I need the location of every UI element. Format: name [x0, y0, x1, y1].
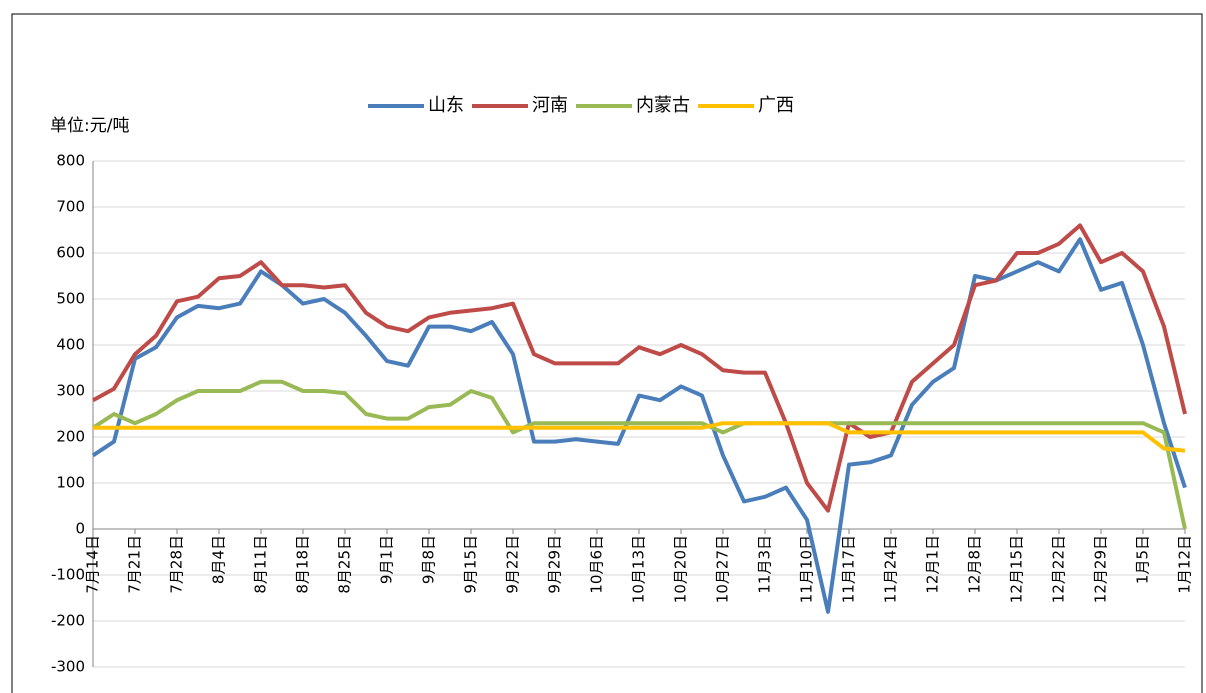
x-tick-label: 11月17日	[840, 535, 858, 603]
y-axis-label: 单位:元/吨	[50, 116, 129, 136]
x-tick-label: 9月1日	[378, 535, 396, 584]
x-tick-label: 12月1日	[924, 535, 942, 594]
x-tick-label: 12月22日	[1050, 535, 1068, 603]
legend-label: 河南	[532, 95, 568, 116]
chart-frame	[11, 13, 1203, 693]
x-tick-label: 1月5日	[1134, 535, 1152, 584]
x-tick-label: 12月29日	[1092, 535, 1110, 603]
series-line	[93, 421, 1186, 453]
x-tick-label: 7月28日	[168, 535, 186, 594]
x-tick-label: 9月15日	[462, 535, 480, 594]
x-tick-label: 8月18日	[294, 535, 312, 594]
y-tick-label: 200	[56, 428, 85, 446]
x-tick-label: 8月25日	[336, 535, 354, 594]
x-tick-label: 8月11日	[252, 535, 270, 594]
x-tick-label: 7月14日	[84, 535, 102, 594]
x-tick-label: 11月10日	[798, 535, 816, 603]
x-tick-label: 9月22日	[504, 535, 522, 594]
y-tick-label: 400	[56, 336, 85, 354]
y-tick-label: 500	[56, 290, 85, 308]
y-tick-label: 100	[56, 474, 85, 492]
legend-label: 内蒙古	[636, 95, 690, 116]
x-tick-label: 11月3日	[756, 535, 774, 594]
y-tick-label: -100	[51, 566, 85, 584]
y-tick-label: -300	[51, 658, 85, 676]
x-tick-label: 12月15日	[1008, 535, 1026, 603]
y-tick-label: -200	[51, 612, 85, 630]
x-tick-label: 12月8日	[966, 535, 984, 594]
x-tick-label: 10月6日	[588, 535, 606, 594]
x-tick-label: 8月4日	[210, 535, 228, 584]
x-tick-label: 9月29日	[546, 535, 564, 594]
x-tick-label: 11月24日	[882, 535, 900, 603]
legend-label: 广西	[758, 95, 794, 116]
series-line	[91, 237, 1187, 614]
y-tick-label: 0	[75, 520, 85, 538]
x-tick-label: 10月13日	[630, 535, 648, 603]
series-line	[91, 379, 1187, 530]
series-line	[92, 223, 1187, 513]
x-tick-label: 10月27日	[714, 535, 732, 603]
y-tick-label: 600	[56, 244, 85, 262]
x-tick-label: 1月12日	[1176, 535, 1194, 594]
y-tick-label: 800	[56, 152, 85, 170]
x-tick-label: 10月20日	[672, 535, 690, 603]
legend-label: 山东	[428, 95, 464, 116]
y-tick-label: 700	[56, 198, 85, 216]
y-tick-label: 300	[56, 382, 85, 400]
x-tick-label: 7月21日	[126, 535, 144, 594]
x-tick-label: 9月8日	[420, 535, 438, 584]
